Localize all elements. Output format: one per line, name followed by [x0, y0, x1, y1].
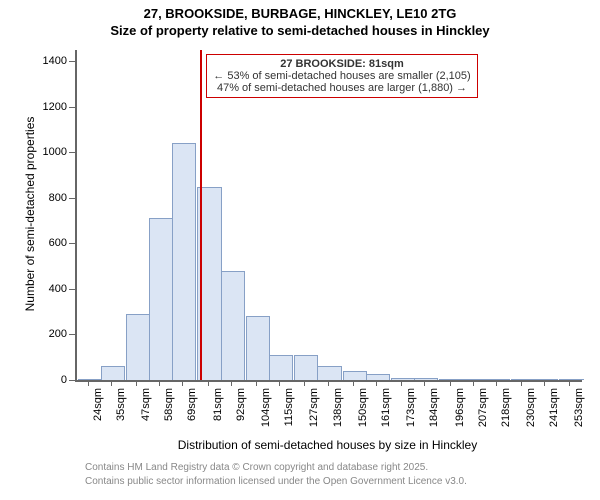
histogram-bar	[463, 379, 487, 380]
histogram-bar	[391, 378, 415, 380]
y-tick-label: 1400	[31, 55, 67, 67]
x-tick-mark	[136, 380, 137, 386]
x-tick-mark	[304, 380, 305, 386]
x-tick-label: 58sqm	[163, 388, 175, 440]
y-axis-label: Number of semi-detached properties	[23, 94, 37, 334]
x-tick-label: 207sqm	[477, 388, 489, 440]
y-tick-mark	[69, 107, 75, 108]
histogram-bar	[149, 218, 173, 380]
histogram-bar	[317, 366, 341, 380]
x-tick-mark	[521, 380, 522, 386]
x-tick-label: 92sqm	[235, 388, 247, 440]
histogram-bar	[101, 366, 125, 380]
x-tick-label: 253sqm	[573, 388, 585, 440]
plot-area	[75, 50, 582, 382]
x-tick-label: 150sqm	[357, 388, 369, 440]
annotation-line-larger: 47% of semi-detached houses are larger (…	[213, 82, 470, 94]
x-tick-label: 173sqm	[405, 388, 417, 440]
x-tick-label: 138sqm	[332, 388, 344, 440]
x-tick-mark	[279, 380, 280, 386]
histogram-bar	[534, 379, 558, 380]
x-tick-mark	[353, 380, 354, 386]
histogram-bar	[269, 355, 293, 380]
footer-line2: Contains public sector information licen…	[85, 476, 467, 487]
histogram-bar	[172, 143, 196, 380]
histogram-bar	[221, 271, 245, 380]
annotation-box: 27 BROOKSIDE: 81sqm← 53% of semi-detache…	[206, 54, 477, 98]
y-tick-mark	[69, 243, 75, 244]
histogram-bar	[559, 379, 583, 380]
x-tick-mark	[328, 380, 329, 386]
x-tick-mark	[450, 380, 451, 386]
reference-line	[200, 50, 202, 380]
y-tick-mark	[69, 61, 75, 62]
x-tick-label: 47sqm	[140, 388, 152, 440]
x-tick-label: 241sqm	[548, 388, 560, 440]
x-tick-label: 218sqm	[500, 388, 512, 440]
y-tick-mark	[69, 152, 75, 153]
histogram-bar	[511, 379, 535, 380]
x-tick-label: 184sqm	[428, 388, 440, 440]
chart-title-line2: Size of property relative to semi-detach…	[0, 23, 600, 38]
footer-line1: Contains HM Land Registry data © Crown c…	[85, 462, 428, 473]
x-tick-mark	[569, 380, 570, 386]
x-tick-label: 81sqm	[212, 388, 224, 440]
histogram-bar	[366, 374, 390, 380]
x-tick-mark	[159, 380, 160, 386]
y-tick-mark	[69, 380, 75, 381]
histogram-bar	[486, 379, 510, 380]
histogram-bar	[126, 314, 150, 380]
x-tick-label: 35sqm	[115, 388, 127, 440]
y-tick-mark	[69, 289, 75, 290]
annotation-title: 27 BROOKSIDE: 81sqm	[213, 58, 470, 70]
x-tick-mark	[544, 380, 545, 386]
x-tick-mark	[111, 380, 112, 386]
x-tick-label: 115sqm	[283, 388, 295, 440]
y-tick-mark	[69, 198, 75, 199]
x-tick-label: 127sqm	[308, 388, 320, 440]
x-tick-label: 161sqm	[380, 388, 392, 440]
histogram-bar	[439, 379, 463, 380]
histogram-bar	[246, 316, 270, 380]
annotation-line-smaller: ← 53% of semi-detached houses are smalle…	[213, 70, 470, 82]
x-tick-label: 230sqm	[525, 388, 537, 440]
chart-title-line1: 27, BROOKSIDE, BURBAGE, HINCKLEY, LE10 2…	[0, 6, 600, 21]
y-tick-label: 0	[31, 374, 67, 386]
x-tick-mark	[208, 380, 209, 386]
x-tick-label: 104sqm	[260, 388, 272, 440]
x-tick-mark	[401, 380, 402, 386]
x-tick-mark	[376, 380, 377, 386]
y-tick-mark	[69, 334, 75, 335]
x-tick-mark	[231, 380, 232, 386]
x-tick-mark	[473, 380, 474, 386]
histogram-bar	[343, 371, 367, 380]
x-tick-label: 196sqm	[454, 388, 466, 440]
x-tick-mark	[424, 380, 425, 386]
x-tick-label: 69sqm	[186, 388, 198, 440]
x-tick-mark	[496, 380, 497, 386]
x-axis-label: Distribution of semi-detached houses by …	[75, 438, 580, 452]
x-tick-mark	[88, 380, 89, 386]
x-tick-label: 24sqm	[92, 388, 104, 440]
x-tick-mark	[182, 380, 183, 386]
histogram-bar	[294, 355, 318, 380]
histogram-bar	[414, 378, 438, 380]
histogram-bar	[78, 379, 102, 380]
x-tick-mark	[256, 380, 257, 386]
